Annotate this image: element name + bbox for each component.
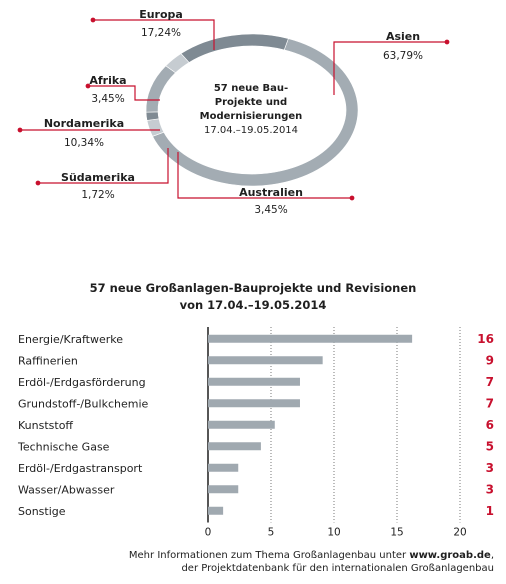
bar-value-labels: 16 9 7 7 6 5 3 3 1 <box>477 332 494 518</box>
donut-slice-südamerika <box>145 111 160 121</box>
donut-slice-nordamerika <box>145 65 177 113</box>
donut-slice-europa <box>180 33 289 63</box>
donut-chart: 57 neue Bau- Projekte und Modernisierung… <box>17 8 450 216</box>
x-tick-label: 0 <box>205 527 212 539</box>
category-label: Grundstoff-/Bulkchemie <box>18 397 149 410</box>
footer-prefix: Mehr Informationen zum Thema Großanlagen… <box>128 550 410 561</box>
callout-line-suedamerika <box>38 148 169 184</box>
callout-line-australien <box>177 152 352 199</box>
center-date: 17.04.–19.05.2014 <box>204 125 298 136</box>
center-line-3: Modernisierungen <box>200 111 303 122</box>
callout-line-europa <box>93 19 215 50</box>
bar-3 <box>208 399 300 408</box>
bar-2 <box>208 377 300 386</box>
footer-line-2: der Projektdatenbank für den internation… <box>181 563 494 574</box>
footer-link[interactable]: www.groab.de <box>409 550 491 561</box>
bar-0 <box>208 334 413 343</box>
label-afrika: Afrika <box>89 74 126 87</box>
category-label: Sonstige <box>18 505 66 518</box>
value-label: 16 <box>477 332 494 346</box>
value-label: 6 <box>486 418 494 432</box>
bar-x-ticks: 0 5 10 15 20 <box>205 527 467 539</box>
x-tick-label: 15 <box>390 527 403 539</box>
center-line-2: Projekte und <box>215 97 287 108</box>
bar-7 <box>208 485 239 494</box>
bar-chart: 57 neue Großanlagen-Bauprojekte und Revi… <box>17 281 494 539</box>
bar-series <box>208 334 413 515</box>
label-nordamerika: Nordamerika <box>44 117 124 130</box>
bar-1 <box>208 356 323 365</box>
category-label: Technische Gase <box>17 440 110 453</box>
x-tick-label: 5 <box>268 527 275 539</box>
callout-line-afrika <box>88 85 160 101</box>
callout-dot-asien <box>444 39 450 45</box>
callout-lines <box>17 17 450 201</box>
x-tick-label: 20 <box>453 527 466 539</box>
donut-center-text: 57 neue Bau- Projekte und Modernisierung… <box>200 83 303 136</box>
value-australien: 3,45% <box>254 204 287 216</box>
callout-line-asien <box>333 41 447 95</box>
category-label: Erdöl-/Erdgasförderung <box>18 376 146 389</box>
category-label: Wasser/Abwasser <box>18 483 115 496</box>
bar-chart-title-line-1: 57 neue Großanlagen-Bauprojekte und Revi… <box>90 281 417 295</box>
label-europa: Europa <box>139 8 183 21</box>
value-label: 7 <box>486 396 494 410</box>
bar-4 <box>208 420 275 429</box>
value-label: 7 <box>486 375 494 389</box>
value-label: 5 <box>486 439 494 453</box>
callout-dot-australien <box>349 195 355 201</box>
label-asien: Asien <box>386 30 420 43</box>
value-label: 3 <box>486 461 494 475</box>
value-label: 1 <box>486 504 494 518</box>
bar-chart-title-line-2: von 17.04.–19.05.2014 <box>180 298 327 312</box>
value-nordamerika: 10,34% <box>64 137 104 149</box>
bar-category-labels: Energie/Kraftwerke Raffinerien Erdöl-/Erdg… <box>17 333 149 518</box>
donut-ring <box>145 33 359 187</box>
value-label: 9 <box>486 353 494 367</box>
callout-dot-nordamerika <box>17 127 23 133</box>
bar-6 <box>208 463 239 472</box>
callout-dot-suedamerika <box>35 180 41 186</box>
category-label: Energie/Kraftwerke <box>18 333 123 346</box>
value-label: 3 <box>486 482 494 496</box>
category-label: Erdöl-/Erdgastransport <box>18 462 143 475</box>
footer-suffix: , <box>490 550 494 561</box>
callout-dot-europa <box>90 17 96 23</box>
value-asien: 63,79% <box>383 50 423 62</box>
value-suedamerika: 1,72% <box>81 189 114 201</box>
bar-8 <box>208 506 224 515</box>
label-australien: Australien <box>239 186 303 199</box>
category-label: Kunststoff <box>18 419 73 432</box>
category-label: Raffinerien <box>18 354 78 367</box>
callout-dot-afrika <box>85 83 91 89</box>
footer-line-1: Mehr Informationen zum Thema Großanlagen… <box>0 550 494 562</box>
center-line-1: 57 neue Bau- <box>214 83 288 94</box>
x-tick-label: 10 <box>327 527 340 539</box>
bar-5 <box>208 442 261 451</box>
label-suedamerika: Südamerika <box>61 171 135 184</box>
value-afrika: 3,45% <box>91 93 124 105</box>
value-europa: 17,24% <box>141 27 181 39</box>
